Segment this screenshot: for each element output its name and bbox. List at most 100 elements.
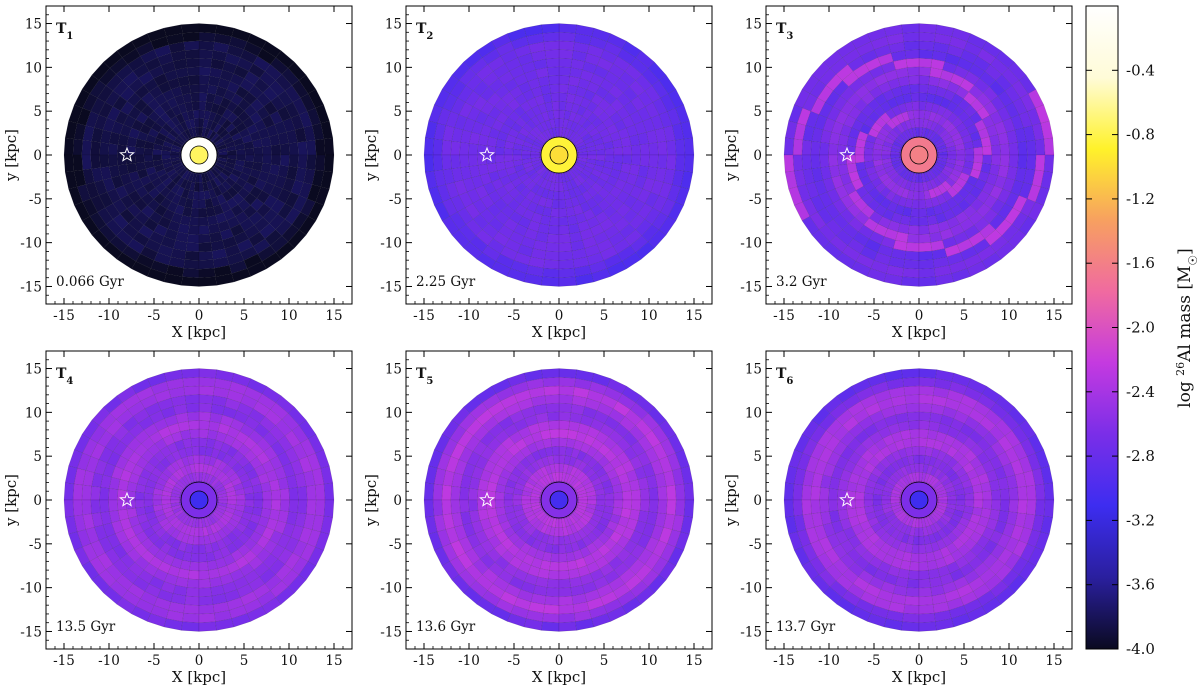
x-axis-label: X [kpc] xyxy=(892,323,946,341)
disk-cell xyxy=(901,276,920,287)
disk-cell xyxy=(543,385,560,396)
y-tick-label: 5 xyxy=(33,104,42,120)
x-tick-label: -15 xyxy=(773,308,795,324)
panel-label: T2 xyxy=(416,21,433,42)
disk-cell xyxy=(198,118,205,128)
disk-cell xyxy=(198,242,213,253)
disk-cell xyxy=(423,137,435,156)
disk-cell xyxy=(81,154,92,171)
disk-cell xyxy=(558,446,567,456)
disk-cell xyxy=(828,154,839,167)
disk-cell xyxy=(548,570,560,580)
y-tick-label: -5 xyxy=(749,192,762,208)
disk-cell xyxy=(271,489,282,501)
disk-cell xyxy=(558,428,569,439)
time-label: 2.25 Gyr xyxy=(416,274,476,290)
disk-cell xyxy=(828,143,839,156)
disk-cell xyxy=(262,145,273,156)
disk-cell xyxy=(494,146,505,156)
panel-label-sub: 6 xyxy=(786,376,793,387)
disk-cell xyxy=(198,233,212,244)
disk-cell xyxy=(683,137,695,156)
disk-cell xyxy=(558,233,572,244)
galactic-center xyxy=(189,490,209,510)
disk-cell xyxy=(468,143,479,156)
disk-cell xyxy=(982,154,993,165)
disk-cell xyxy=(955,154,966,162)
disk-cell xyxy=(828,488,839,501)
disk-cell xyxy=(828,499,839,512)
disk-cell xyxy=(955,499,966,507)
disk-cell xyxy=(544,250,560,261)
disk-cell xyxy=(631,499,642,511)
x-tick-label: -5 xyxy=(867,653,880,669)
y-tick-label: 0 xyxy=(393,148,402,164)
disk-cell xyxy=(622,145,633,156)
disk-cell xyxy=(648,499,659,513)
disk-cell xyxy=(262,499,273,510)
disk-cell xyxy=(918,49,934,60)
disk-cell xyxy=(72,138,84,156)
disk-cell xyxy=(550,552,560,563)
disk-cell xyxy=(558,57,573,68)
disk-cell xyxy=(188,570,200,580)
disk-cell xyxy=(1008,499,1019,513)
disk-cell xyxy=(558,570,570,580)
disk-cell xyxy=(908,420,920,430)
disk-cell xyxy=(854,491,865,501)
disk-cell xyxy=(198,31,216,43)
disk-cell xyxy=(161,149,171,156)
disk-cell xyxy=(546,578,560,589)
disk-cell xyxy=(648,154,659,168)
disk-cell xyxy=(558,604,575,615)
x-axis-label: X [kpc] xyxy=(892,668,946,686)
disk-cell xyxy=(182,376,200,388)
disk-cell xyxy=(964,154,975,163)
disk-cell xyxy=(90,485,101,501)
y-tick-label: -5 xyxy=(29,537,42,553)
galactic-center xyxy=(189,145,209,165)
disk-cell xyxy=(190,552,200,563)
disk-cell xyxy=(191,544,200,554)
disk-cell xyxy=(918,66,932,77)
disk-cell xyxy=(587,499,597,506)
y-tick-label: -15 xyxy=(380,624,402,640)
disk-cell xyxy=(459,142,470,156)
disk-cell xyxy=(152,148,163,156)
disk-cell xyxy=(683,499,695,518)
time-label: 13.5 Gyr xyxy=(56,619,116,635)
disk-cell xyxy=(432,483,444,501)
disk-cell xyxy=(182,267,200,279)
disk-cell xyxy=(198,604,215,615)
disk-cell xyxy=(198,385,215,396)
y-tick-label: 5 xyxy=(33,449,42,465)
disk-cell xyxy=(198,207,208,218)
panel-2: -15 -15 -10 -10 -5 -5 0 0 5 5 10 10 15 15 X [kpc] y [kp… xyxy=(362,5,713,341)
disk-cell xyxy=(910,437,920,448)
disk-cell xyxy=(854,154,865,164)
disk-cell xyxy=(683,154,695,173)
panel-6: -15 -15 -10 -10 -5 -5 0 0 5 5 10 10 15 15 X [kpc] y [kp… xyxy=(722,350,1073,686)
disk-cell xyxy=(854,499,865,509)
disk-cell xyxy=(908,570,920,580)
disk-cell xyxy=(553,527,560,537)
disk-cell xyxy=(901,621,920,632)
disk-cell xyxy=(558,216,569,227)
disk-cell xyxy=(189,561,200,572)
disk-cell xyxy=(72,483,84,501)
disk-cell xyxy=(181,23,200,34)
disk-cell xyxy=(190,92,200,103)
disk-cell xyxy=(613,154,624,164)
disk-cell xyxy=(432,154,444,172)
disk-cell xyxy=(323,137,335,156)
y-tick-label: -10 xyxy=(20,236,42,252)
disk-cell xyxy=(288,154,299,168)
disk-cell xyxy=(198,109,206,120)
colorbar-label-main: Al mass [M xyxy=(1175,266,1195,363)
disk-cell xyxy=(244,154,255,163)
colorbar-tick-label: -2.4 xyxy=(1126,383,1155,401)
disk-cell xyxy=(783,482,795,501)
disk-cell xyxy=(819,154,830,168)
disk-cell xyxy=(999,488,1010,501)
